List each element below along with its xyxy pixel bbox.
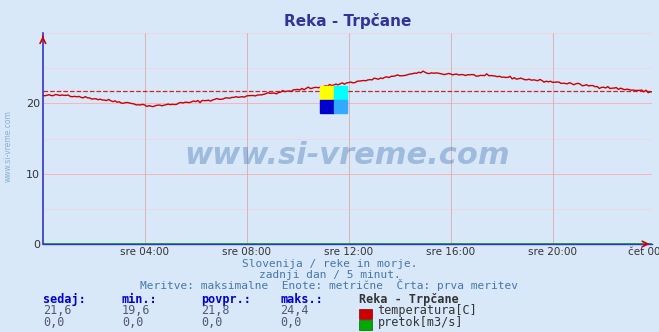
Title: Reka - Trpčane: Reka - Trpčane <box>284 13 411 29</box>
Text: 19,6: 19,6 <box>122 304 150 317</box>
Text: maks.:: maks.: <box>280 293 323 306</box>
Text: www.si-vreme.com: www.si-vreme.com <box>3 110 13 182</box>
Text: 0,0: 0,0 <box>43 316 64 329</box>
Text: 24,4: 24,4 <box>280 304 308 317</box>
Text: pretok[m3/s]: pretok[m3/s] <box>378 316 463 329</box>
Bar <box>333 100 347 113</box>
Text: 21,8: 21,8 <box>201 304 229 317</box>
Text: 0,0: 0,0 <box>280 316 301 329</box>
Text: sedaj:: sedaj: <box>43 293 86 306</box>
Bar <box>320 86 333 100</box>
Text: 0,0: 0,0 <box>201 316 222 329</box>
Bar <box>320 100 333 113</box>
Text: zadnji dan / 5 minut.: zadnji dan / 5 minut. <box>258 270 401 280</box>
Text: 21,6: 21,6 <box>43 304 71 317</box>
Text: temperatura[C]: temperatura[C] <box>378 304 477 317</box>
Bar <box>333 86 347 100</box>
Text: www.si-vreme.com: www.si-vreme.com <box>185 141 511 170</box>
Text: min.:: min.: <box>122 293 158 306</box>
Text: 0,0: 0,0 <box>122 316 143 329</box>
Text: Reka - Trpčane: Reka - Trpčane <box>359 293 459 306</box>
Text: Slovenija / reke in morje.: Slovenija / reke in morje. <box>242 259 417 269</box>
Text: Meritve: maksimalne  Enote: metrične  Črta: prva meritev: Meritve: maksimalne Enote: metrične Črta… <box>140 279 519 291</box>
Text: povpr.:: povpr.: <box>201 293 251 306</box>
